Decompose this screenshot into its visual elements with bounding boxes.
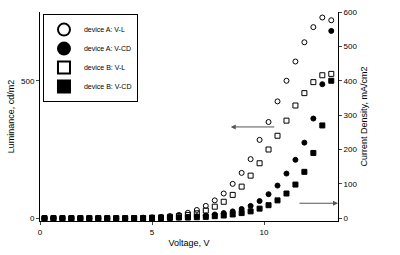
svg-text:300: 300 — [344, 111, 358, 120]
svg-text:device B: V-CD: device B: V-CD — [84, 83, 131, 90]
svg-text:0: 0 — [30, 214, 35, 223]
svg-text:200: 200 — [344, 145, 358, 154]
svg-text:device A: V-CD: device A: V-CD — [84, 45, 131, 52]
svg-text:500: 500 — [344, 42, 358, 51]
svg-text:5: 5 — [150, 228, 155, 237]
svg-text:400: 400 — [344, 77, 358, 86]
svg-text:device A: V-L: device A: V-L — [84, 26, 125, 33]
svg-text:500: 500 — [21, 77, 35, 86]
svg-text:10: 10 — [260, 228, 269, 237]
svg-text:Luminance, cd/m2: Luminance, cd/m2 — [6, 80, 16, 154]
svg-text:100: 100 — [344, 180, 358, 189]
svg-text:Voltage, V: Voltage, V — [168, 238, 209, 248]
svg-text:600: 600 — [344, 8, 358, 17]
svg-text:0: 0 — [38, 228, 43, 237]
svg-text:0: 0 — [344, 214, 349, 223]
svg-text:device B: V-L: device B: V-L — [84, 64, 125, 71]
svg-text:Current Density, mA/cm2: Current Density, mA/cm2 — [359, 67, 369, 167]
